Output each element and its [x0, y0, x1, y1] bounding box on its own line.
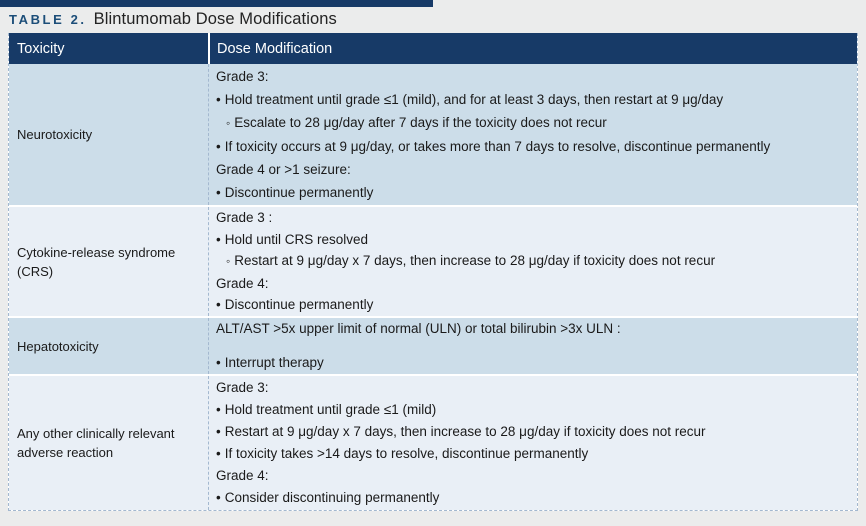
dose-modification-cell: Grade 3 : • Hold until CRS resolved ◦ Restar…: [208, 207, 857, 316]
toxicity-label: Any other clinically relevant adverse re…: [17, 426, 175, 460]
table-header-row: Toxicity Dose Modification: [9, 33, 857, 64]
bullet-marker-icon: •: [216, 139, 221, 154]
dose-modification-cell: Grade 3: • Hold treatment until grade ≤1 (…: [208, 64, 857, 205]
dose-modification-table: Toxicity Dose Modification Neurotoxicity…: [8, 33, 858, 511]
dose-line-text: Grade 3:: [216, 380, 269, 395]
dose-line-text: Hold treatment until grade ≤1 (mild), an…: [224, 92, 724, 107]
table-body: Neurotoxicity Grade 3: • Hold treatment un…: [9, 64, 857, 510]
dose-line-text: Restart at 9 μg/day x 7 days, then incre…: [224, 424, 706, 439]
dose-line: • Restart at 9 μg/day x 7 days, then incr…: [216, 421, 849, 443]
table-title-label: TABLE 2.: [9, 12, 87, 27]
dose-line: Grade 3 :: [216, 207, 849, 229]
dose-line: • If toxicity takes >14 days to resolve, …: [216, 443, 849, 465]
dose-modification-cell: ALT/AST >5x upper limit of normal (ULN) …: [208, 318, 857, 374]
bullet-marker-icon: •: [216, 297, 221, 313]
dose-line: • If toxicity occurs at 9 μg/day, or take…: [216, 135, 849, 158]
dose-line: Grade 4 or >1 seizure:: [216, 158, 849, 181]
column-header-dose-modification: Dose Modification: [208, 33, 857, 64]
dose-line: ALT/AST >5x upper limit of normal (ULN) …: [216, 319, 849, 339]
dose-line: Grade 4:: [216, 465, 849, 487]
top-rule-bar: [0, 0, 433, 7]
dose-line-text: Hold until CRS resolved: [224, 231, 369, 247]
dose-line-text: Interrupt therapy: [224, 355, 324, 370]
bullet-marker-icon: •: [216, 92, 221, 107]
bullet-marker-icon: •: [216, 231, 221, 247]
dose-line: ◦ Escalate to 28 μg/day after 7 days if t…: [216, 111, 849, 135]
table-row: Cytokine-release syndrome (CRS) Grade 3 …: [9, 207, 857, 316]
dose-line-spacer: [216, 339, 849, 353]
bullet-marker-icon: •: [216, 446, 221, 461]
dose-line: • Hold treatment until grade ≤1 (mild), a…: [216, 88, 849, 111]
dose-line-text: Restart at 9 μg/day x 7 days, then incre…: [234, 253, 716, 269]
dose-line: • Consider discontinuing permanently: [216, 487, 849, 509]
toxicity-cell: Hepatotoxicity: [9, 318, 208, 374]
dose-line-text: If toxicity takes >14 days to resolve, d…: [224, 446, 589, 461]
dose-line-text: If toxicity occurs at 9 μg/day, or takes…: [224, 139, 771, 154]
dose-line: • Discontinue permanently: [216, 294, 849, 316]
table-row: Neurotoxicity Grade 3: • Hold treatment un…: [9, 64, 857, 205]
dose-line: ◦ Restart at 9 μg/day x 7 days, then incr…: [216, 250, 849, 273]
toxicity-cell: Cytokine-release syndrome (CRS): [9, 207, 208, 316]
toxicity-label: Cytokine-release syndrome (CRS): [17, 244, 176, 279]
dose-line-text: Grade 4:: [216, 468, 269, 483]
bullet-marker-icon: •: [216, 424, 221, 439]
dose-line-text: Grade 3:: [216, 69, 269, 84]
subbullet-marker-icon: ◦: [226, 254, 231, 269]
table-row: Any other clinically relevant adverse re…: [9, 376, 857, 510]
dose-line-text: Discontinue permanently: [224, 297, 374, 313]
dose-line-text: Discontinue permanently: [224, 185, 374, 200]
dose-line-text: Escalate to 28 μg/day after 7 days if th…: [234, 115, 607, 130]
bullet-marker-icon: •: [216, 490, 221, 505]
toxicity-label: Hepatotoxicity: [17, 338, 99, 354]
table-title-text: Blintumomab Dose Modifications: [93, 10, 337, 28]
dose-modification-cell: Grade 3: • Hold treatment until grade ≤1 (…: [208, 376, 857, 510]
toxicity-cell: Any other clinically relevant adverse re…: [9, 376, 208, 510]
dose-line: Grade 3:: [216, 65, 849, 88]
dose-line-text: Consider discontinuing permanently: [224, 490, 440, 505]
dose-line: • Interrupt therapy: [216, 353, 849, 373]
table-row: Hepatotoxicity ALT/AST >5x upper limit o…: [9, 318, 857, 374]
bullet-marker-icon: •: [216, 355, 221, 370]
dose-line: Grade 3:: [216, 377, 849, 399]
dose-line-text: ALT/AST >5x upper limit of normal (ULN) …: [216, 321, 621, 336]
bullet-marker-icon: •: [216, 185, 221, 200]
column-header-toxicity: Toxicity: [17, 40, 65, 57]
dose-line: • Hold treatment until grade ≤1 (mild): [216, 399, 849, 421]
dose-line-text: Grade 3 :: [216, 210, 273, 226]
subbullet-marker-icon: ◦: [226, 116, 231, 130]
dose-line-text: Grade 4:: [216, 275, 269, 291]
bullet-marker-icon: •: [216, 402, 221, 417]
toxicity-label: Neurotoxicity: [17, 127, 93, 142]
dose-line: • Discontinue permanently: [216, 181, 849, 204]
dose-line-text: Hold treatment until grade ≤1 (mild): [224, 402, 437, 417]
dose-line: • Hold until CRS resolved: [216, 229, 849, 251]
dose-line-text: Grade 4 or >1 seizure:: [216, 162, 351, 177]
table-title: TABLE 2. Blintumomab Dose Modifications: [9, 10, 337, 29]
dose-line: Grade 4:: [216, 273, 849, 295]
toxicity-cell: Neurotoxicity: [9, 64, 208, 205]
